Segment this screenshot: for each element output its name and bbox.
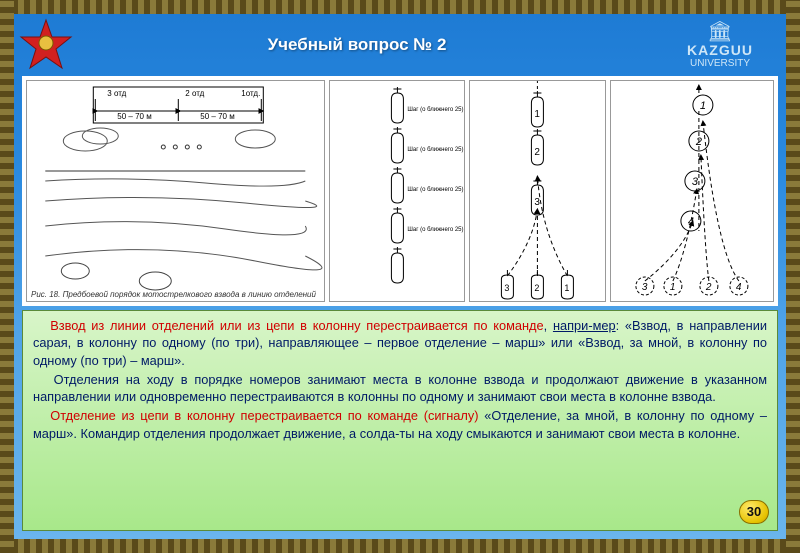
svg-text:4: 4 <box>736 282 742 293</box>
svg-text:Шаг (о ближнего 25) 50м: Шаг (о ближнего 25) 50м <box>407 227 464 233</box>
sq1-label: 1отд. <box>241 89 260 98</box>
sq2-label: 2 отд <box>185 89 204 98</box>
paragraph-3: Отделение из цепи в колонну перестраивае… <box>33 407 767 442</box>
svg-text:1: 1 <box>535 109 541 120</box>
svg-text:3: 3 <box>505 283 510 293</box>
header: Учебный вопрос № 2 🏛 KAZGUU UNIVERSITY <box>14 14 786 76</box>
dist1-label: 50 – 70 м <box>117 112 151 121</box>
slide-title: Учебный вопрос № 2 <box>74 35 660 55</box>
svg-text:1: 1 <box>670 282 676 293</box>
svg-text:3: 3 <box>642 282 648 293</box>
star-logo <box>18 17 74 73</box>
page-number: 30 <box>739 500 769 524</box>
svg-text:2: 2 <box>535 283 540 293</box>
university-logo: 🏛 KAZGUU UNIVERSITY <box>660 21 780 69</box>
svg-text:3: 3 <box>692 176 699 188</box>
svg-text:2: 2 <box>705 282 712 293</box>
diagram-merge: 1 2 3 3 2 1 <box>469 80 606 302</box>
sq3-label: 3 отд <box>107 89 126 98</box>
svg-text:1: 1 <box>700 100 706 112</box>
svg-text:3: 3 <box>535 197 541 208</box>
university-sub: UNIVERSITY <box>660 58 780 69</box>
panel1-caption: Рис. 18. Предбоевой порядок мотострелков… <box>31 290 320 299</box>
dist2-label: 50 – 70 м <box>200 112 234 121</box>
university-name: KAZGUU <box>660 43 780 58</box>
svg-text:Шаг (о ближнего 25) 50м: Шаг (о ближнего 25) 50м <box>407 147 464 153</box>
diagram-numbered: 1234 3124 <box>610 80 774 302</box>
diagram-landscape: 3 отд 2 отд 1отд. 50 – 70 м 50 – 70 м Ри… <box>26 80 325 302</box>
building-icon: 🏛 <box>660 21 780 43</box>
svg-text:Шаг (о ближнего 25) 50м: Шаг (о ближнего 25) 50м <box>407 187 464 193</box>
paragraph-1: Взвод из линии отделений или из цепи в к… <box>33 317 767 369</box>
svg-text:Шаг (о ближнего 25) 50м: Шаг (о ближнего 25) 50м <box>407 107 464 113</box>
paragraph-2: Отделения на ходу в порядке номеров зани… <box>33 371 767 406</box>
text-block: Взвод из линии отделений или из цепи в к… <box>22 310 778 531</box>
diagram-row: 3 отд 2 отд 1отд. 50 – 70 м 50 – 70 м Ри… <box>22 76 778 306</box>
slide: Учебный вопрос № 2 🏛 KAZGUU UNIVERSITY <box>14 14 786 539</box>
svg-text:2: 2 <box>535 147 541 158</box>
diagram-column: Шаг (о ближнего 25) 50м Шаг (о ближнего 2… <box>329 80 466 302</box>
svg-text:1: 1 <box>565 283 570 293</box>
